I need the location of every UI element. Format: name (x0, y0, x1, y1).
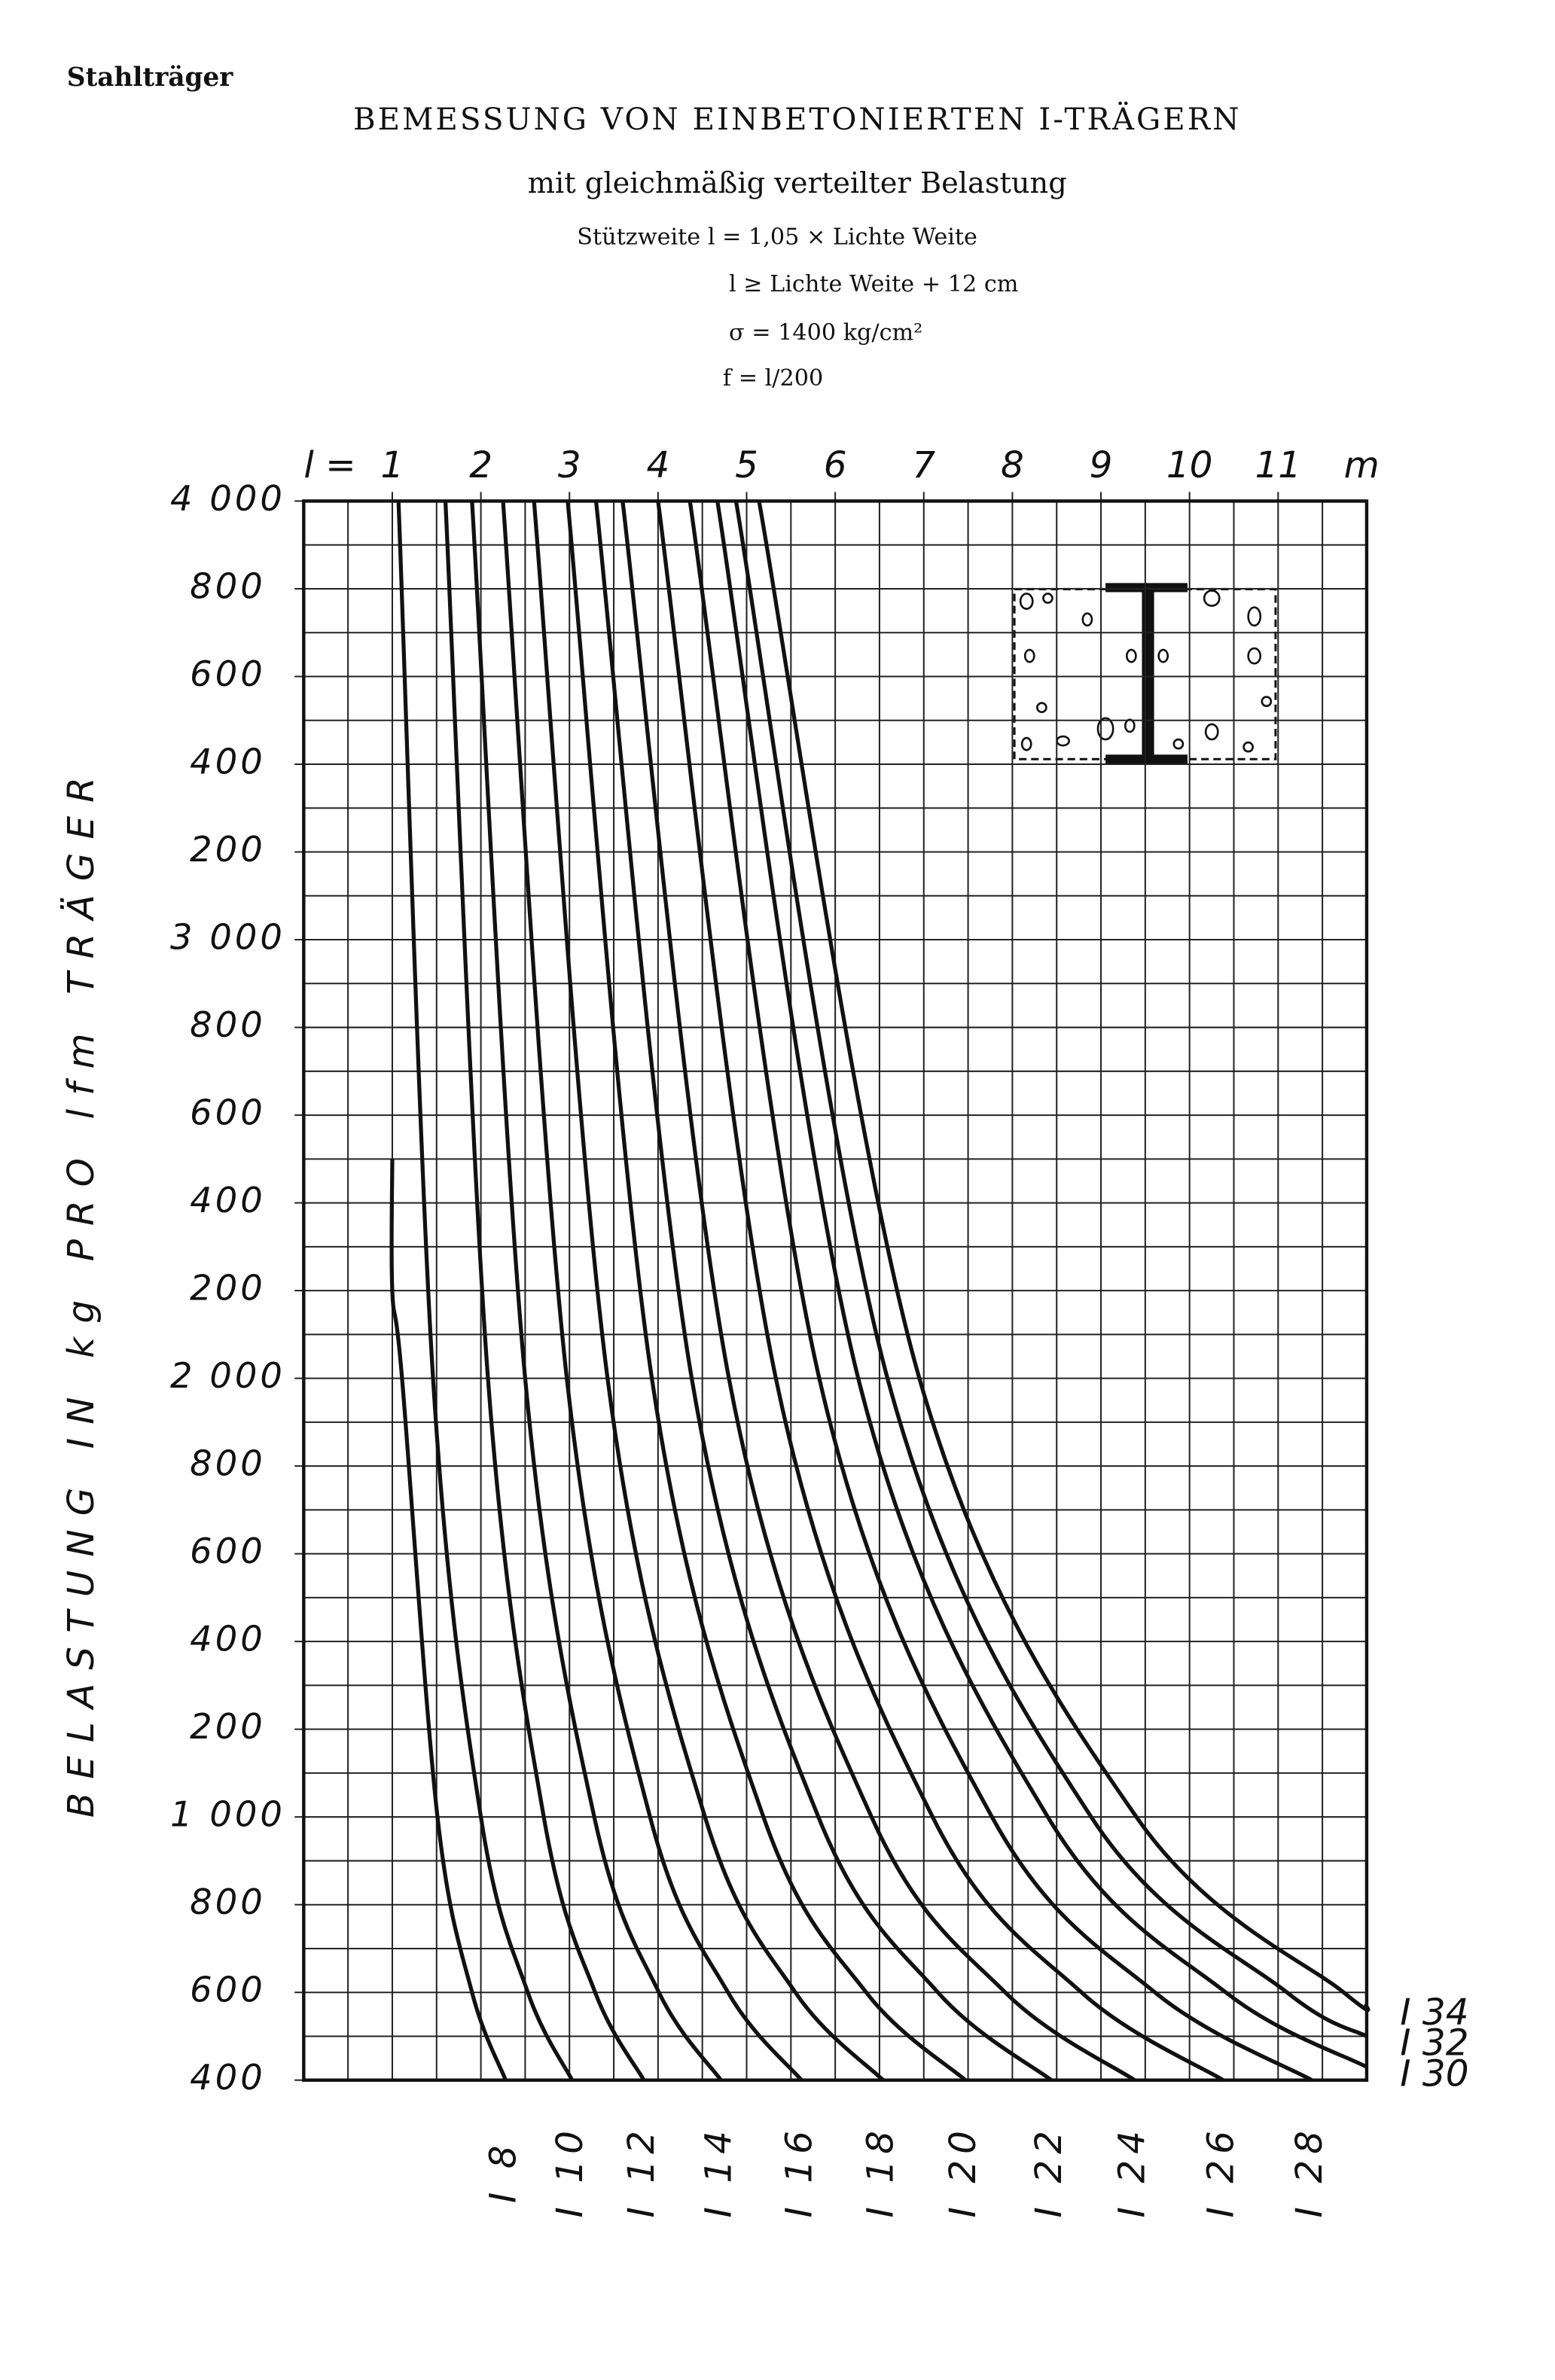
series-label: I 28 (1288, 2125, 1331, 2217)
curve (688, 501, 1313, 2083)
curve (501, 501, 803, 2082)
curve (757, 501, 1371, 2013)
y-tick-label: 4 000 (170, 478, 285, 519)
series-label: I 32 (1400, 2022, 1468, 2065)
curve (715, 501, 1368, 2069)
x-tick-label: 7 (912, 444, 935, 486)
x-tick-label: 3 (558, 444, 581, 486)
x-tick-label: 8 (1001, 444, 1024, 486)
series-label: I 22 (1028, 2125, 1070, 2217)
curve (532, 501, 885, 2082)
curve (566, 501, 967, 2082)
series-label: I 26 (1200, 2125, 1242, 2217)
y-tick-label: 800 (190, 1004, 266, 1045)
y-tick-label: 600 (190, 1970, 266, 2010)
series-label: I 12 (620, 2125, 663, 2217)
series-label: I 34 (1400, 1991, 1468, 2034)
x-tick-label: 6 (824, 444, 847, 486)
series-label: I 14 (697, 2125, 739, 2217)
series-label: I 18 (860, 2125, 902, 2217)
note: σ = 1400 kg/cm² (729, 320, 922, 346)
note: l ≥ Lichte Weite + 12 cm (729, 271, 1018, 297)
x-label-prefix: l = (303, 444, 355, 486)
x-tick-label: 2 (469, 444, 492, 486)
y-tick-label: 200 (190, 1268, 266, 1309)
y-axis-label: BELASTUNG IN kg PRO lfm TRÄGER (60, 763, 102, 1818)
y-tick-label: 2 000 (170, 1355, 285, 1396)
y-tick-label: 200 (190, 829, 266, 870)
y-tick-label: 800 (190, 565, 266, 606)
y-tick-label: 600 (190, 1092, 266, 1133)
y-tick-label: 3 000 (170, 917, 285, 958)
x-tick-label: 10 (1166, 444, 1213, 486)
y-tick-label: 600 (190, 1531, 266, 1571)
x-unit: m (1344, 444, 1380, 486)
curve (733, 501, 1368, 2038)
series-label: I 8 (483, 2139, 525, 2203)
curve (396, 501, 575, 2081)
curve (470, 501, 723, 2082)
y-tick-label: 200 (190, 1706, 266, 1747)
y-tick-label: 400 (190, 2057, 266, 2098)
curve (443, 501, 646, 2082)
y-tick-label: 400 (190, 1180, 266, 1220)
chart-subtitle: mit gleichmäßig verteilter Belastung (528, 166, 1067, 200)
note: f = l/200 (723, 365, 823, 392)
x-tick-label: 11 (1255, 444, 1302, 486)
plot-frame (302, 499, 1369, 2082)
y-tick-label: 400 (190, 742, 266, 782)
chart-title: BEMESSUNG VON EINBETONIERTEN I-TRÄGERN (353, 101, 1241, 137)
curve (593, 501, 1053, 2082)
x-tick-label: 1 (381, 444, 404, 486)
series-label: I 24 (1111, 2125, 1154, 2217)
y-tick-label: 1 000 (170, 1794, 285, 1835)
curve (620, 501, 1136, 2082)
x-tick-label: 4 (646, 444, 669, 486)
page-header: Stahlträger (67, 62, 234, 93)
curve (656, 501, 1224, 2082)
x-tick-label: 5 (735, 444, 758, 486)
x-tick-label: 9 (1090, 444, 1113, 486)
y-tick-label: 600 (190, 654, 266, 694)
y-tick-label: 800 (190, 1443, 266, 1484)
curve (389, 1159, 508, 2081)
series-label: I 30 (1400, 2052, 1468, 2095)
y-tick-label: 400 (190, 1619, 266, 1659)
series-label: I 10 (549, 2125, 591, 2217)
note: Stützweite l = 1,05 × Lichte Weite (577, 224, 977, 251)
y-tick-label: 800 (190, 1882, 266, 1922)
series-label: I 20 (942, 2125, 984, 2217)
series-label: I 16 (778, 2125, 820, 2217)
